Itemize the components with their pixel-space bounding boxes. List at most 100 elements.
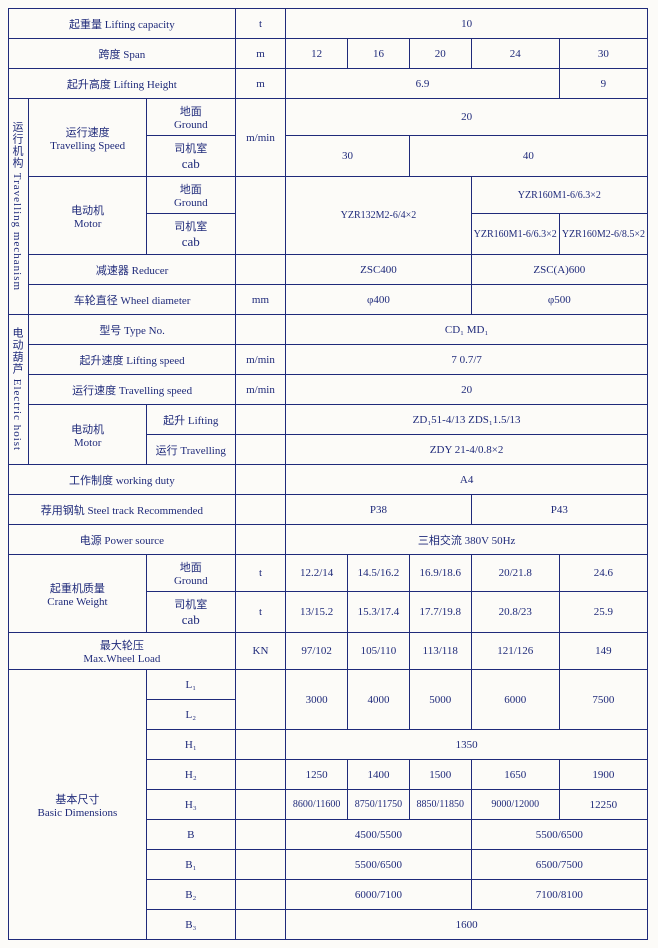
hoist-travelling-speed-unit: m/min <box>235 375 286 405</box>
ml-1: 105/110 <box>348 633 410 670</box>
trav-motor-label: 电动机Motor <box>29 177 146 255</box>
steel-track-v1: P38 <box>286 495 471 525</box>
working-duty-unit-blank <box>235 465 286 495</box>
reducer-unit-blank <box>235 255 286 285</box>
electric-hoist-section: 电动葫芦 Electric hoist <box>9 315 29 465</box>
travelling-mechanism-section: 运行机构 Travelling mechanism <box>9 99 29 315</box>
dim-h3-4: 12250 <box>559 790 647 820</box>
reducer-v2: ZSC(A)600 <box>471 255 647 285</box>
dim-b2-v2: 7100/8100 <box>471 880 647 910</box>
hoist-lifting-val: ZD₁51-4/13 ZDS₁1.5/13 <box>286 405 648 435</box>
hoist-lifting-speed-label: 起升速度 Lifting speed <box>29 345 235 375</box>
dim-h2-unit-blank <box>235 760 286 790</box>
steel-track-label: 荐用钢轨 Steel track Recommended <box>9 495 236 525</box>
dim-b3-unit-blank <box>235 910 286 940</box>
span-label: 跨度 Span <box>9 39 236 69</box>
hoist-travelling-speed-val: 20 <box>286 375 648 405</box>
dim-h2-1: 1400 <box>348 760 410 790</box>
lifting-capacity-unit: t <box>235 9 286 39</box>
ml-0: 97/102 <box>286 633 348 670</box>
cw-g-2: 16.9/18.6 <box>409 555 471 592</box>
dim-b1-unit-blank <box>235 850 286 880</box>
span-30: 30 <box>559 39 647 69</box>
dim-h1-label: H₁ <box>146 730 235 760</box>
trav-speed-unit: m/min <box>235 99 286 177</box>
ml-2: 113/118 <box>409 633 471 670</box>
dim-h3-1: 8750/11750 <box>348 790 410 820</box>
wheel-diameter-unit: mm <box>235 285 286 315</box>
span-16: 16 <box>348 39 410 69</box>
motor-unit-blank <box>235 177 286 255</box>
dim-h3-2: 8850/11850 <box>409 790 471 820</box>
span-24: 24 <box>471 39 559 69</box>
hoist-lifting-speed-unit: m/min <box>235 345 286 375</box>
dim-h3-unit-blank <box>235 790 286 820</box>
dim-b3-label: B₃ <box>146 910 235 940</box>
spec-table: 起重量 Lifting capacity t 10 跨度 Span m 12 1… <box>8 8 648 940</box>
hoist-motor-label: 电动机Motor <box>29 405 146 465</box>
sub-cab-1: 司机室cab <box>146 136 235 177</box>
dim-h3-0: 8600/11600 <box>286 790 348 820</box>
span-12: 12 <box>286 39 348 69</box>
dim-l1-label: L₁ <box>146 670 235 700</box>
max-wheel-load-label: 最大轮压Max.Wheel Load <box>9 633 236 670</box>
hoist-lifting-speed-val: 7 0.7/7 <box>286 345 648 375</box>
dim-h1-val: 1350 <box>286 730 648 760</box>
dim-h2-4: 1900 <box>559 760 647 790</box>
cw-c-4: 25.9 <box>559 592 647 633</box>
travelling-speed-label: 运行速度Travelling Speed <box>29 99 146 177</box>
dim-b-unit-blank <box>235 820 286 850</box>
ml-3: 121/126 <box>471 633 559 670</box>
power-source-unit-blank <box>235 525 286 555</box>
dim-b-label: B <box>146 820 235 850</box>
hoist-lifting-unit-blank <box>235 405 286 435</box>
trav-speed-cab-v1: 30 <box>286 136 410 177</box>
crane-weight-sub-ground: 地面Ground <box>146 555 235 592</box>
trav-speed-cab-v2: 40 <box>409 136 647 177</box>
dim-b1-v2: 6500/7500 <box>471 850 647 880</box>
lifting-height-label: 起升高度 Lifting Height <box>9 69 236 99</box>
crane-weight-ground-unit: t <box>235 555 286 592</box>
span-20: 20 <box>409 39 471 69</box>
type-unit-blank <box>235 315 286 345</box>
dim-b1-label: B₁ <box>146 850 235 880</box>
dim-l-3: 6000 <box>471 670 559 730</box>
lifting-capacity-label: 起重量 Lifting capacity <box>9 9 236 39</box>
dim-h2-2: 1500 <box>409 760 471 790</box>
reducer-label: 减速器 Reducer <box>29 255 235 285</box>
dim-b3-val: 1600 <box>286 910 648 940</box>
dim-l-4: 7500 <box>559 670 647 730</box>
steel-track-unit-blank <box>235 495 286 525</box>
dim-b-v1: 4500/5500 <box>286 820 471 850</box>
dim-h2-3: 1650 <box>471 760 559 790</box>
lifting-height-v1: 6.9 <box>286 69 560 99</box>
working-duty-label: 工作制度 working duty <box>9 465 236 495</box>
cw-g-0: 12.2/14 <box>286 555 348 592</box>
cw-c-0: 13/15.2 <box>286 592 348 633</box>
sub-ground-1: 地面Ground <box>146 99 235 136</box>
dim-b2-unit-blank <box>235 880 286 910</box>
wheel-diameter-label: 车轮直径 Wheel diameter <box>29 285 235 315</box>
dim-l-1: 4000 <box>348 670 410 730</box>
lifting-height-v2: 9 <box>559 69 647 99</box>
sub-cab-2: 司机室cab <box>146 214 235 255</box>
power-source-label: 电源 Power source <box>9 525 236 555</box>
dim-h1-unit-blank <box>235 730 286 760</box>
wheel-diameter-v2: φ500 <box>471 285 647 315</box>
basic-dimensions-label: 基本尺寸Basic Dimensions <box>9 670 147 940</box>
lifting-capacity-value: 10 <box>286 9 648 39</box>
dim-b1-v1: 5500/6500 <box>286 850 471 880</box>
crane-weight-cab-unit: t <box>235 592 286 633</box>
cw-g-3: 20/21.8 <box>471 555 559 592</box>
ml-4: 149 <box>559 633 647 670</box>
dim-h3-label: H₃ <box>146 790 235 820</box>
trav-speed-ground-val: 20 <box>286 99 648 136</box>
steel-track-v2: P43 <box>471 495 647 525</box>
dim-h2-0: 1250 <box>286 760 348 790</box>
type-value: CD₁ MD₁ <box>286 315 648 345</box>
dim-b2-v1: 6000/7100 <box>286 880 471 910</box>
span-unit: m <box>235 39 286 69</box>
dim-l-2: 5000 <box>409 670 471 730</box>
hoist-travelling-unit-blank <box>235 435 286 465</box>
hoist-lifting-sub: 起升 Lifting <box>146 405 235 435</box>
